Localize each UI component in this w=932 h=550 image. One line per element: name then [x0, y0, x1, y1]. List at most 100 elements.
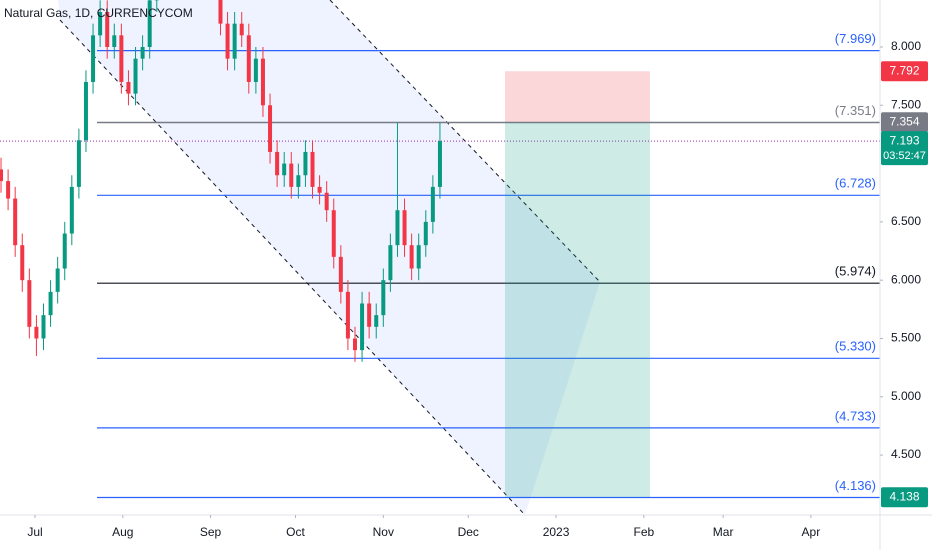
candle-body: [246, 35, 251, 82]
candle-body: [268, 105, 273, 152]
candle-body: [423, 221, 428, 246]
y-tick-label: 4.500: [891, 447, 921, 461]
candle-body: [324, 192, 329, 211]
price-badge: [881, 61, 928, 82]
candle-body: [416, 245, 421, 269]
price-badge: [881, 112, 928, 133]
x-tick-label: Apr: [802, 525, 821, 539]
price-badge-label: 7.354: [889, 114, 919, 128]
level-label: (4.136): [835, 478, 876, 493]
y-tick-label: 6.000: [891, 272, 921, 286]
candle-body: [225, 23, 230, 59]
candle-body: [62, 233, 67, 269]
chart-title: Natural Gas, 1D, CURRENCYCOM: [4, 6, 193, 20]
candle-body: [69, 186, 74, 234]
countdown: 03:52:47: [883, 150, 926, 162]
candle-body: [282, 163, 287, 176]
candle-body: [331, 210, 336, 257]
candle-body: [310, 151, 315, 187]
candle-body: [13, 198, 18, 246]
candle-body: [303, 151, 308, 176]
candle-body: [105, 12, 110, 47]
price-badge-label: 4.138: [889, 489, 919, 503]
x-tick-label: Aug: [112, 525, 133, 539]
stop-zone: [505, 71, 650, 123]
candle-body: [260, 58, 265, 106]
channel-fill: [58, 0, 600, 515]
candle-body: [218, 0, 223, 24]
axes: 8.000 7.500 6.500 6.000 5.500 5.000 4.500 Jul Au…: [27, 39, 921, 539]
y-tick-label: 7.500: [891, 97, 921, 111]
x-tick-label: Sep: [200, 525, 222, 539]
candle-body: [352, 338, 357, 351]
candle-body: [232, 23, 237, 59]
level-label: (5.330): [835, 339, 876, 354]
x-tick-label: Mar: [713, 525, 734, 539]
candle-body: [296, 175, 301, 187]
candle-body: [388, 245, 393, 281]
x-tick-label: Dec: [458, 525, 479, 539]
candle-body: [275, 151, 280, 176]
candle-body: [98, 12, 103, 36]
candle-body: [55, 268, 60, 292]
candle-body: [20, 245, 25, 281]
candle-body: [409, 245, 414, 269]
y-tick-label: 5.500: [891, 331, 921, 345]
candle-body: [345, 291, 350, 339]
candle-body: [239, 23, 244, 36]
x-tick-label: 2023: [543, 525, 570, 539]
channel-lower: [59, 19, 526, 515]
candle-body: [140, 46, 145, 59]
x-tick-label: Jul: [27, 525, 42, 539]
candle-body: [381, 280, 386, 316]
candle-body: [402, 210, 407, 246]
candle-body: [34, 326, 39, 339]
price-badge-label: 7.193: [889, 133, 919, 147]
price-badge-label: 7.792: [889, 63, 919, 77]
candle-body: [112, 35, 117, 47]
candle-body: [147, 0, 152, 47]
candle-body: [253, 58, 258, 82]
candle-body: [83, 81, 88, 141]
level-label: (5.974): [835, 264, 876, 279]
candle-body: [430, 186, 435, 222]
candle-body: [119, 35, 124, 82]
y-tick-label: 5.000: [891, 389, 921, 403]
candles: [0, 0, 442, 362]
candle-body: [91, 35, 96, 82]
candle-body: [289, 163, 294, 187]
candle-body: [367, 303, 372, 327]
candle-body: [0, 169, 4, 182]
candle-body: [133, 58, 138, 94]
candle-body: [48, 291, 53, 316]
price-badge: [881, 487, 928, 508]
candle-body: [41, 315, 46, 339]
x-tick-label: Nov: [373, 525, 394, 539]
position-tool: [97, 71, 880, 498]
candle-body: [76, 140, 81, 187]
level-label: (7.969): [835, 31, 876, 46]
candle-body: [6, 181, 11, 199]
level-label: (7.351): [835, 103, 876, 118]
price-badges: 7.792 7.354 7.193 03:52:47 4.138: [881, 61, 928, 508]
candle-body: [437, 141, 442, 187]
plot-area: (7.969) (7.351) (6.728) (5.974) (5.330) (4.73…: [0, 0, 880, 515]
x-tick-label: Oct: [286, 525, 305, 539]
target-zone: [505, 122, 650, 498]
y-tick-label: 6.500: [891, 214, 921, 228]
level-label: (6.728): [835, 176, 876, 191]
candle-body: [126, 81, 131, 94]
price-badge: [881, 131, 928, 166]
candle-body: [360, 303, 365, 351]
y-tick-label: 8.000: [891, 39, 921, 53]
candle-body: [27, 280, 32, 327]
level-label: (4.733): [835, 408, 876, 423]
candle-body: [395, 210, 400, 246]
candle-body: [338, 256, 343, 292]
x-tick-label: Feb: [633, 525, 654, 539]
candle-body: [317, 186, 322, 193]
candle-body: [374, 315, 379, 327]
